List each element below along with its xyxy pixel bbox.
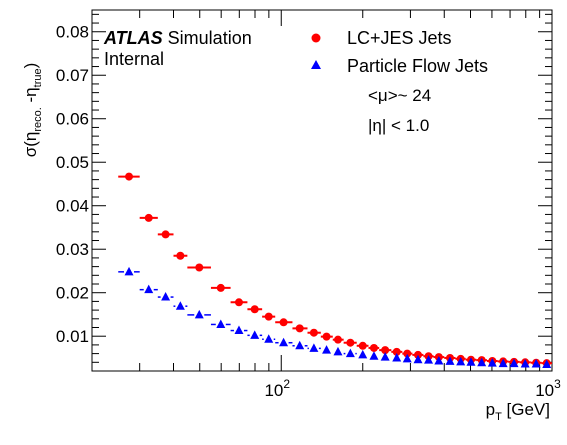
pflow-point xyxy=(498,358,508,368)
pflow-point xyxy=(358,349,368,359)
pflow-point xyxy=(380,352,390,361)
pflow-point xyxy=(322,345,332,354)
x-label-sub: T xyxy=(495,411,502,423)
lcjes-point xyxy=(216,283,225,292)
eta-annotation: |η| < 1.0 xyxy=(368,116,429,135)
x-label-base: p xyxy=(486,400,495,419)
lcjes-point xyxy=(403,349,412,358)
y-label-pre: σ(η xyxy=(21,132,40,158)
lcjes-point xyxy=(392,347,401,356)
axes-layer: 0.01 0.02 0.03 0.04 0.05 0.06 0.07 0.08 102 103 xyxy=(56,10,561,400)
pflow-point xyxy=(413,354,423,364)
y-tick-label: 0.01 xyxy=(56,327,89,346)
pflow-point xyxy=(369,351,379,360)
pflow-point xyxy=(542,359,552,368)
lcjes-point xyxy=(176,251,185,260)
pflow-point xyxy=(531,359,541,368)
pflow-point xyxy=(509,358,519,368)
pflow-point xyxy=(194,309,204,319)
pflow-point xyxy=(309,343,319,352)
pflow-point xyxy=(175,301,185,310)
pflow-point xyxy=(487,358,497,367)
marker-layer xyxy=(124,172,552,368)
pflow-point xyxy=(216,319,226,328)
y-tick-label: 0.04 xyxy=(56,197,89,216)
pflow-point xyxy=(466,357,476,366)
pflow-point xyxy=(264,334,274,343)
y-tick-label: 0.06 xyxy=(56,110,89,129)
atlas-label-bold: ATLAS xyxy=(103,28,163,48)
pflow-point xyxy=(124,266,134,276)
lcjes-point xyxy=(322,332,331,341)
x-label-unit: [GeV] xyxy=(502,400,550,419)
x-tick-label: 102 xyxy=(264,377,290,400)
lcjes-point xyxy=(195,263,204,272)
lcjes-point xyxy=(346,338,355,347)
pflow-point xyxy=(477,357,487,367)
y-tick-label: 0.05 xyxy=(56,153,89,172)
lcjes-point xyxy=(295,324,304,333)
y-label-sub-reco: reco. xyxy=(32,107,44,131)
pflow-point xyxy=(295,340,305,350)
lcjes-point xyxy=(250,305,259,314)
pflow-point xyxy=(456,356,466,366)
lcjes-point xyxy=(125,172,134,181)
y-axis-label: σ(ηreco. -ηtrue) xyxy=(21,63,44,158)
pflow-point xyxy=(392,352,402,362)
plot-frame xyxy=(91,9,553,372)
atlas-label-rest: Simulation xyxy=(168,28,252,48)
pflow-point xyxy=(520,359,530,368)
x-tick-label: 103 xyxy=(535,377,561,400)
y-label-sub-true: true xyxy=(32,68,44,87)
atlas-label: ATLAS Simulation xyxy=(103,28,252,48)
pflow-point xyxy=(250,330,260,339)
lcjes-point xyxy=(309,328,318,337)
y-label-mid: -η xyxy=(21,87,40,107)
pflow-point xyxy=(161,292,171,301)
y-tick-label: 0.02 xyxy=(56,284,89,303)
pflow-point xyxy=(445,356,455,365)
pflow-point xyxy=(279,337,289,347)
lcjes-point xyxy=(161,230,170,239)
lcjes-point xyxy=(279,318,288,327)
x-axis-label: pT [GeV] xyxy=(486,400,550,423)
pflow-point xyxy=(402,353,412,363)
y-tick-label: 0.03 xyxy=(56,240,89,259)
lcjes-point xyxy=(234,298,243,307)
lcjes-point xyxy=(333,335,342,344)
lcjes-point xyxy=(358,341,367,350)
lcjes-point xyxy=(369,343,378,352)
lcjes-point xyxy=(264,312,273,321)
lcjes-point xyxy=(381,346,390,355)
pflow-point xyxy=(333,346,343,356)
y-tick-label: 0.08 xyxy=(56,23,89,42)
pflow-point xyxy=(234,325,244,335)
legend-marker-triangle xyxy=(311,60,321,69)
y-tick-label: 0.07 xyxy=(56,66,89,85)
legend-marker-circle xyxy=(311,33,321,43)
pflow-point xyxy=(144,284,154,294)
lcjes-point xyxy=(144,213,153,222)
error-bar-layer xyxy=(118,175,552,365)
legend-label-pflow: Particle Flow Jets xyxy=(347,56,488,76)
pflow-point xyxy=(434,355,444,365)
atlas-label-line2: Internal xyxy=(104,49,164,69)
legend-label-lcjes: LC+JES Jets xyxy=(347,28,452,48)
legend: LC+JES Jets Particle Flow Jets xyxy=(311,28,488,76)
pflow-point xyxy=(345,348,355,358)
y-label-post: ) xyxy=(21,63,40,69)
pflow-point xyxy=(424,355,434,364)
pileup-annotation: <μ>~ 24 xyxy=(368,86,431,105)
